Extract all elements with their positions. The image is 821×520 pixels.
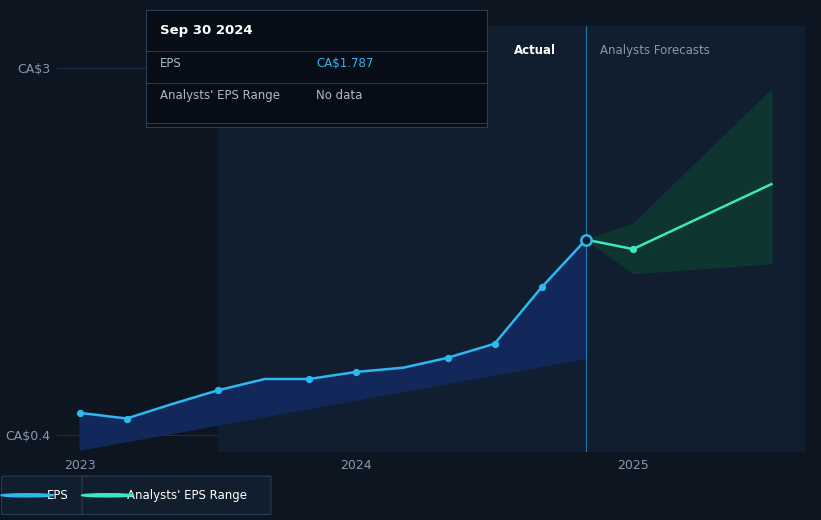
Text: Analysts' EPS Range: Analysts' EPS Range (160, 89, 280, 102)
Point (211, 386, 224, 395)
Text: CA$1.787: CA$1.787 (316, 57, 374, 70)
Point (350, 368, 363, 376)
Point (580, 236, 593, 244)
Point (626, 245, 640, 253)
Point (580, 236, 593, 244)
Point (120, 414, 133, 423)
FancyBboxPatch shape (82, 476, 271, 515)
Text: Analysts' EPS Range: Analysts' EPS Range (127, 489, 247, 502)
Text: Analysts Forecasts: Analysts Forecasts (600, 44, 709, 57)
FancyBboxPatch shape (2, 476, 90, 515)
Text: Sep 30 2024: Sep 30 2024 (160, 24, 252, 37)
Text: No data: No data (316, 89, 363, 102)
Point (535, 283, 548, 291)
Circle shape (1, 493, 53, 497)
Circle shape (81, 493, 134, 497)
Bar (218, 26, 586, 452)
Point (488, 340, 502, 348)
Point (73, 409, 86, 417)
Point (441, 354, 454, 362)
Bar (586, 26, 805, 452)
Text: EPS: EPS (47, 489, 68, 502)
Text: EPS: EPS (160, 57, 181, 70)
Point (303, 375, 316, 383)
Text: Actual: Actual (514, 44, 556, 57)
Point (580, 236, 593, 244)
